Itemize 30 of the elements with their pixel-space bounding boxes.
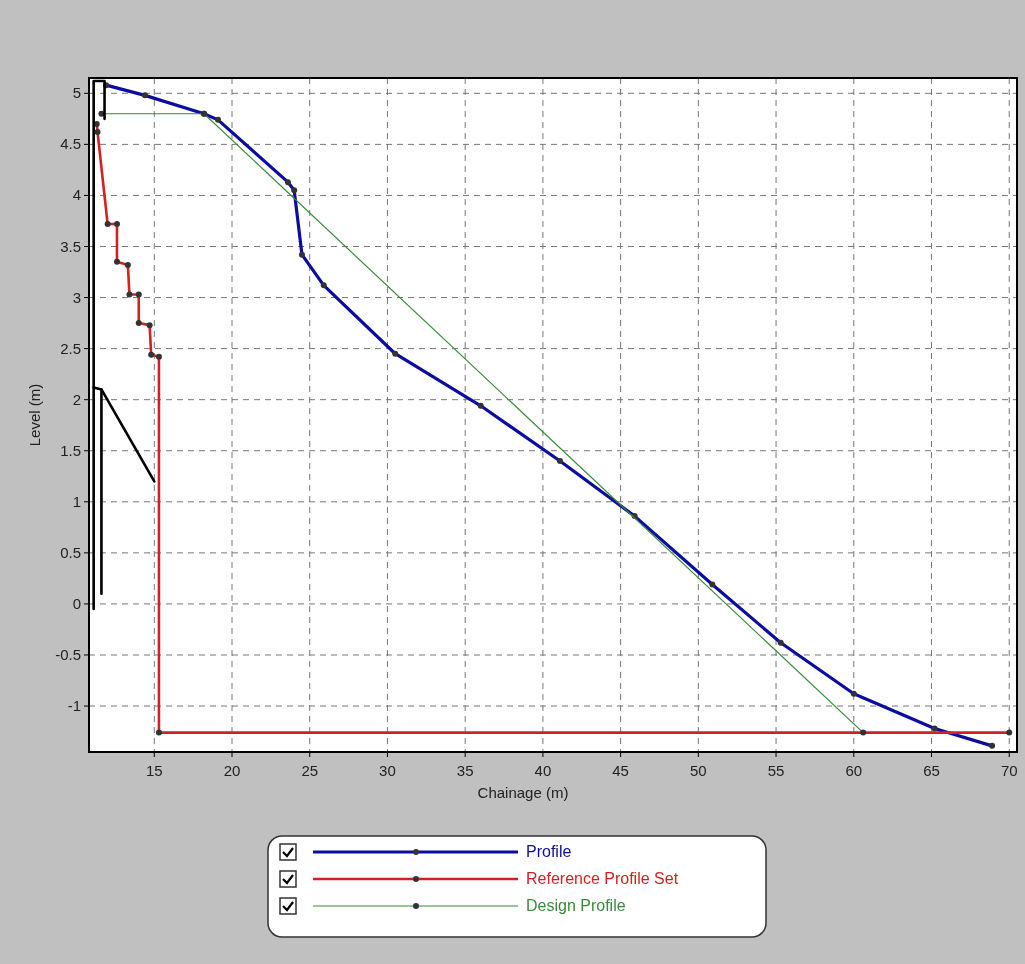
text: Reference Profile Set xyxy=(526,870,679,887)
y-tick-label: 0.5 xyxy=(60,543,81,561)
x-tick-label: 25 xyxy=(301,762,319,779)
y-axis-title: Level (m) xyxy=(26,383,43,447)
x-tick-label: 60 xyxy=(845,762,863,779)
x-axis-title: Chainage (m) xyxy=(477,784,569,801)
y-tick-label: 4.5 xyxy=(60,135,81,153)
y-tick-label: -0.5 xyxy=(55,645,81,663)
x-tick-label: 30 xyxy=(379,762,396,779)
x-tick-label: 45 xyxy=(612,762,629,779)
y-tick-label: 1.5 xyxy=(60,441,81,459)
x-tick-label: 40 xyxy=(534,762,552,779)
y-tick-label: 2.5 xyxy=(60,339,81,357)
y-tick-label: 5 xyxy=(72,84,81,102)
y-tick-label: 2 xyxy=(72,390,81,408)
y-tick-label: 3.5 xyxy=(60,237,81,255)
y-tick-label: 3 xyxy=(72,288,81,306)
y-tick-label: -1 xyxy=(67,697,81,715)
x-tick-label: 20 xyxy=(223,762,241,779)
y-tick-label: 1 xyxy=(72,492,81,510)
text: Profile xyxy=(526,843,572,860)
y-tick-label: 4 xyxy=(72,186,81,204)
x-tick-label: 55 xyxy=(767,762,785,779)
x-tick-label: 35 xyxy=(456,762,474,779)
x-tick-label: 15 xyxy=(145,762,163,779)
x-tick-label: 70 xyxy=(1000,762,1018,779)
text: Design Profile xyxy=(526,897,626,914)
x-tick-label: 50 xyxy=(690,762,707,779)
x-tick-label: 65 xyxy=(923,762,940,779)
y-tick-label: 0 xyxy=(72,594,81,612)
